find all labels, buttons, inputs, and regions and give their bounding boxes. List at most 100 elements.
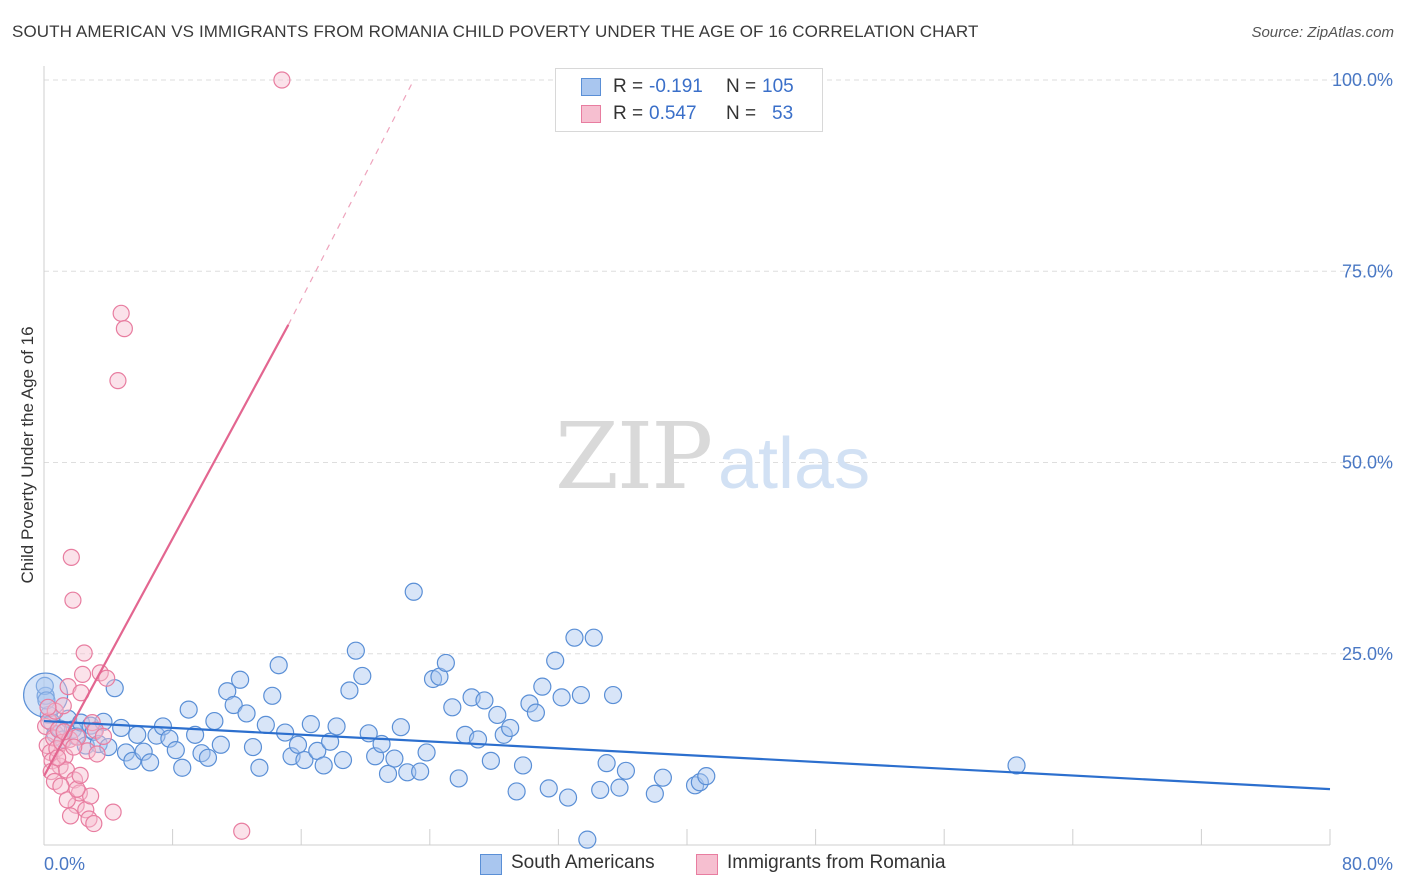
romania-point xyxy=(62,548,80,566)
south-american-point xyxy=(603,685,623,705)
south-american-point xyxy=(411,762,430,781)
legend-r-label: R = xyxy=(613,76,644,97)
bottom-legend-swatch-blue xyxy=(480,854,502,875)
south-american-point xyxy=(179,700,198,719)
y-tick-label: 25.0% xyxy=(1342,644,1393,664)
south-american-point xyxy=(507,782,526,801)
south-american-point xyxy=(520,694,539,713)
south-american-point xyxy=(192,744,211,763)
bottom-legend-label: Immigrants from Romania xyxy=(727,852,946,873)
romania-point xyxy=(115,320,133,338)
south-american-point xyxy=(513,756,533,775)
romania-point xyxy=(104,803,122,821)
south-american-point xyxy=(501,718,520,738)
legend-r-value: 0.547 xyxy=(649,103,697,124)
south-american-point xyxy=(488,705,507,725)
south-american-point xyxy=(552,688,571,707)
romania-point xyxy=(233,822,251,840)
source-label: Source: ZipAtlas.com xyxy=(1251,24,1394,41)
gridlines xyxy=(44,79,1392,655)
south-american-point xyxy=(295,750,314,770)
romania-point xyxy=(61,807,80,825)
legend-r-label: R = xyxy=(613,103,644,124)
south-american-point xyxy=(378,764,398,783)
y-tick-label: 50.0% xyxy=(1342,453,1393,473)
south-american-point xyxy=(237,704,256,723)
south-american-point xyxy=(584,628,603,647)
south-american-point xyxy=(314,756,333,775)
romania-point xyxy=(82,787,100,805)
south-american-point xyxy=(301,715,320,734)
south-american-point xyxy=(610,778,629,797)
south-american-point xyxy=(1007,756,1026,775)
south-american-point xyxy=(35,676,54,695)
legend-row-south-americans: R = -0.191 N = 105 xyxy=(556,74,822,100)
bottom-legend-label: South Americans xyxy=(511,852,655,873)
romania-trend-line xyxy=(43,324,290,777)
south-american-point xyxy=(160,729,179,748)
south-american-point xyxy=(112,718,131,738)
south-american-point xyxy=(533,677,552,696)
legend-n-value: 53 xyxy=(772,103,794,124)
south-american-point xyxy=(571,685,591,705)
watermark-atlas: atlas xyxy=(718,424,870,504)
south-american-point xyxy=(404,582,423,601)
legend-n-label: N = xyxy=(726,103,757,124)
romania-point xyxy=(65,738,83,756)
south-american-point xyxy=(443,698,462,717)
south-american-point xyxy=(140,753,160,772)
south-american-point xyxy=(597,754,616,773)
south-american-point xyxy=(697,767,716,786)
y-tick-label: 100.0% xyxy=(1332,70,1393,90)
south-american-point xyxy=(578,830,597,849)
romania-point xyxy=(73,665,92,684)
south-american-point xyxy=(327,717,346,736)
bottom-legend-swatch-pink xyxy=(696,854,718,875)
x-tick-label: 0.0% xyxy=(44,854,85,874)
south-american-point xyxy=(205,711,224,731)
trend-lines xyxy=(43,79,1331,791)
x-tick-label: 80.0% xyxy=(1342,854,1393,874)
romania-point xyxy=(85,814,103,833)
south-american-point xyxy=(198,748,218,767)
romania-point xyxy=(109,372,127,390)
south-american-point xyxy=(494,725,513,744)
south-american-point xyxy=(263,686,282,705)
watermark: ZIP atlas xyxy=(555,403,870,510)
south-american-point xyxy=(186,725,205,744)
romania-trend-extension xyxy=(287,79,415,326)
romania-point xyxy=(75,644,93,662)
south-american-point xyxy=(449,769,468,788)
south-american-point xyxy=(616,761,636,780)
south-american-point xyxy=(224,695,243,715)
correlation-legend: R = -0.191 N = 105 R = 0.547 N = 53 xyxy=(555,68,823,132)
legend-swatch-blue xyxy=(581,78,601,96)
south-american-point xyxy=(645,784,664,803)
romania-point xyxy=(68,780,86,798)
romania-point xyxy=(71,766,89,784)
south-american-point xyxy=(558,788,578,807)
south-american-point xyxy=(353,666,372,686)
south-american-point xyxy=(346,641,365,660)
romania-point xyxy=(112,304,130,322)
romania-point xyxy=(39,698,57,716)
romania-point xyxy=(54,697,72,715)
south-american-point xyxy=(475,691,494,710)
south-american-point xyxy=(481,751,500,770)
south-american-point xyxy=(134,742,153,761)
south-american-point xyxy=(417,743,436,762)
south-american-point xyxy=(250,758,269,777)
south-american-point xyxy=(398,763,417,782)
south-american-point xyxy=(391,718,410,737)
south-american-point xyxy=(340,681,359,700)
chart-title: SOUTH AMERICAN VS IMMIGRANTS FROM ROMANI… xyxy=(12,22,979,41)
south-american-point xyxy=(243,737,263,757)
south-american-point xyxy=(269,656,288,675)
romania-point xyxy=(98,669,116,687)
watermark-zip: ZIP xyxy=(555,403,711,510)
south-american-point xyxy=(436,653,455,673)
y-tick-label: 75.0% xyxy=(1342,261,1393,281)
south-american-point xyxy=(333,750,353,770)
legend-swatch-pink xyxy=(581,105,601,123)
south-american-point xyxy=(526,703,545,722)
